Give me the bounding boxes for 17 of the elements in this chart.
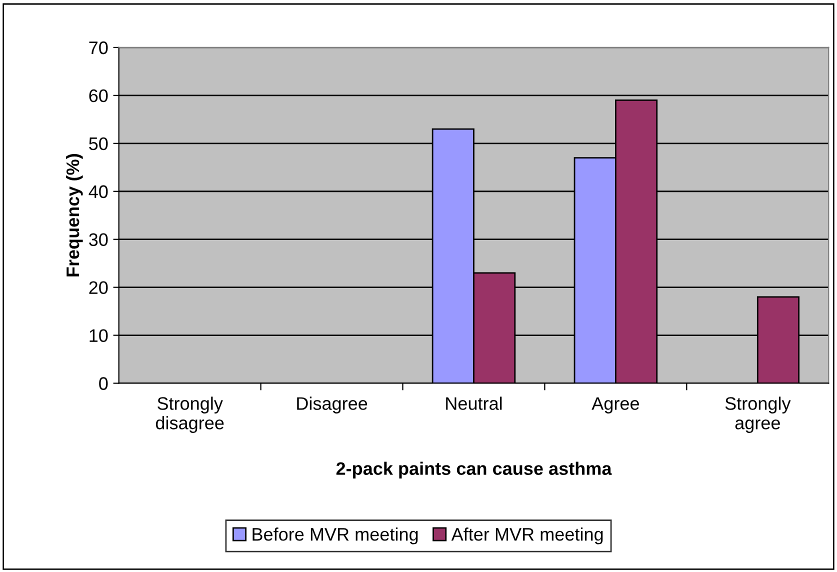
- y-axis-title: Frequency (%): [66, 154, 83, 276]
- y-tick-label: 10: [90, 329, 108, 342]
- x-tick-label: Disagree: [297, 396, 368, 414]
- legend-label: Before MVR meeting: [252, 527, 418, 544]
- x-axis-title: 2-pack paints can cause asthma: [336, 462, 612, 479]
- y-tick-label: 20: [89, 281, 108, 294]
- x-tick-label: Strongly disagree: [156, 396, 224, 433]
- x-tick-label: Agree: [592, 397, 639, 414]
- y-tick-label: 50: [89, 137, 108, 150]
- y-tick-label: 0: [99, 377, 108, 390]
- x-tick-label: Neutral: [446, 396, 502, 410]
- y-tick-label: 70: [89, 41, 108, 54]
- x-tick-label: Strongly agree: [725, 396, 791, 433]
- y-tick-label: 40: [88, 185, 108, 198]
- y-tick-label: 30: [89, 233, 108, 246]
- y-tick-label: 60: [89, 89, 108, 102]
- legend-label: After MVR meeting: [451, 527, 603, 544]
